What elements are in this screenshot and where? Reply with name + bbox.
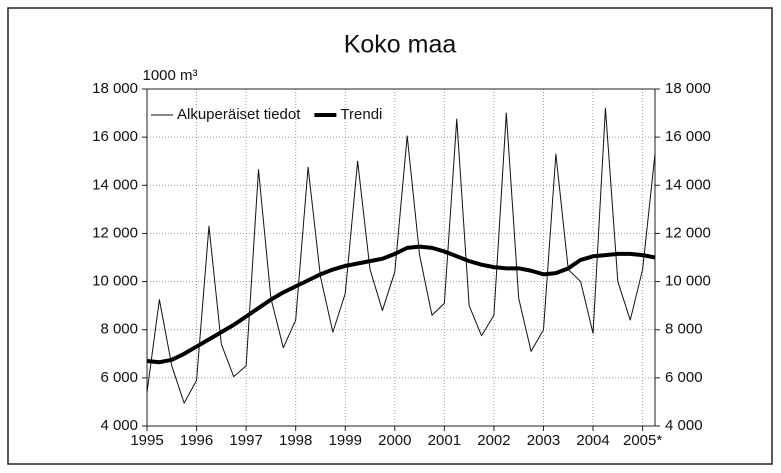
x-tick-label: 2001 bbox=[428, 432, 461, 449]
x-tick-label: 2000 bbox=[378, 432, 411, 449]
y2-tick-label: 18 000 bbox=[665, 80, 711, 97]
y-tick-label: 16 000 bbox=[92, 128, 138, 145]
series-line bbox=[146, 244, 656, 365]
y-unit: 1000 m³ bbox=[142, 67, 197, 84]
frame bbox=[7, 7, 773, 465]
x-tick-label: 1996 bbox=[180, 432, 213, 449]
y-tick-label: 4 000 bbox=[100, 417, 138, 434]
x-tick-label: 2004 bbox=[576, 432, 609, 449]
y-tick-label: 12 000 bbox=[92, 224, 138, 241]
series-line bbox=[146, 107, 656, 404]
y2-tick-label: 10 000 bbox=[665, 273, 711, 290]
chart-title: Koko maa bbox=[344, 31, 457, 59]
y2-tick-label: 16 000 bbox=[665, 128, 711, 145]
y-tick-label: 18 000 bbox=[92, 80, 138, 97]
x-tick-label: 2002 bbox=[477, 432, 510, 449]
y2-tick-label: 8 000 bbox=[665, 321, 703, 338]
x-tick-label: 1995 bbox=[130, 432, 163, 449]
legend-label: Alkuperäiset tiedot bbox=[177, 106, 301, 123]
x-tick-label: 1998 bbox=[279, 432, 312, 449]
y-tick-label: 14 000 bbox=[92, 176, 138, 193]
legend-label: Trendi bbox=[340, 106, 382, 123]
x-tick-label: 1999 bbox=[329, 432, 362, 449]
y-tick-label: 6 000 bbox=[100, 369, 138, 386]
y-tick-label: 8 000 bbox=[100, 321, 138, 338]
y-tick-label: 10 000 bbox=[92, 273, 138, 290]
y2-tick-label: 14 000 bbox=[665, 176, 711, 193]
y2-tick-label: 6 000 bbox=[665, 369, 703, 386]
y2-tick-label: 4 000 bbox=[665, 417, 703, 434]
x-tick-label: 2003 bbox=[527, 432, 560, 449]
x-tick-label: 2005* bbox=[623, 432, 662, 449]
x-tick-label: 1997 bbox=[229, 432, 262, 449]
y2-tick-label: 12 000 bbox=[665, 224, 711, 241]
